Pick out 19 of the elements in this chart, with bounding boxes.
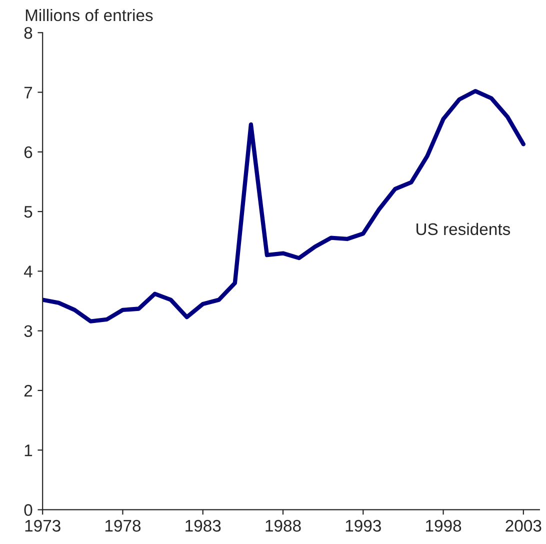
x-tick-label: 1988 bbox=[266, 520, 301, 532]
x-tick-label: 1978 bbox=[105, 520, 141, 532]
x-tick-label: 2003 bbox=[506, 520, 542, 532]
y-tick-label: 3 bbox=[24, 325, 32, 338]
x-tick-label: 1998 bbox=[426, 520, 462, 532]
y-tick-label: 5 bbox=[24, 206, 32, 218]
x-tick-label: 1973 bbox=[25, 520, 60, 532]
x-tick-label: 1993 bbox=[346, 520, 381, 532]
y-tick-label: 0 bbox=[24, 504, 32, 516]
y-tick-label: 1 bbox=[24, 444, 32, 456]
y-tick-label: 8 bbox=[24, 27, 32, 39]
line-series bbox=[42, 89, 526, 324]
x-tick-label: 1983 bbox=[186, 520, 221, 532]
y-tick-label: 4 bbox=[24, 266, 32, 278]
y-tick-label: 2 bbox=[24, 384, 32, 396]
y-tick-label: 6 bbox=[24, 146, 32, 158]
y-axis-title: Millions of entries bbox=[26, 8, 153, 22]
annotation: US residents bbox=[416, 222, 510, 236]
y-tick-label: 7 bbox=[24, 86, 32, 98]
